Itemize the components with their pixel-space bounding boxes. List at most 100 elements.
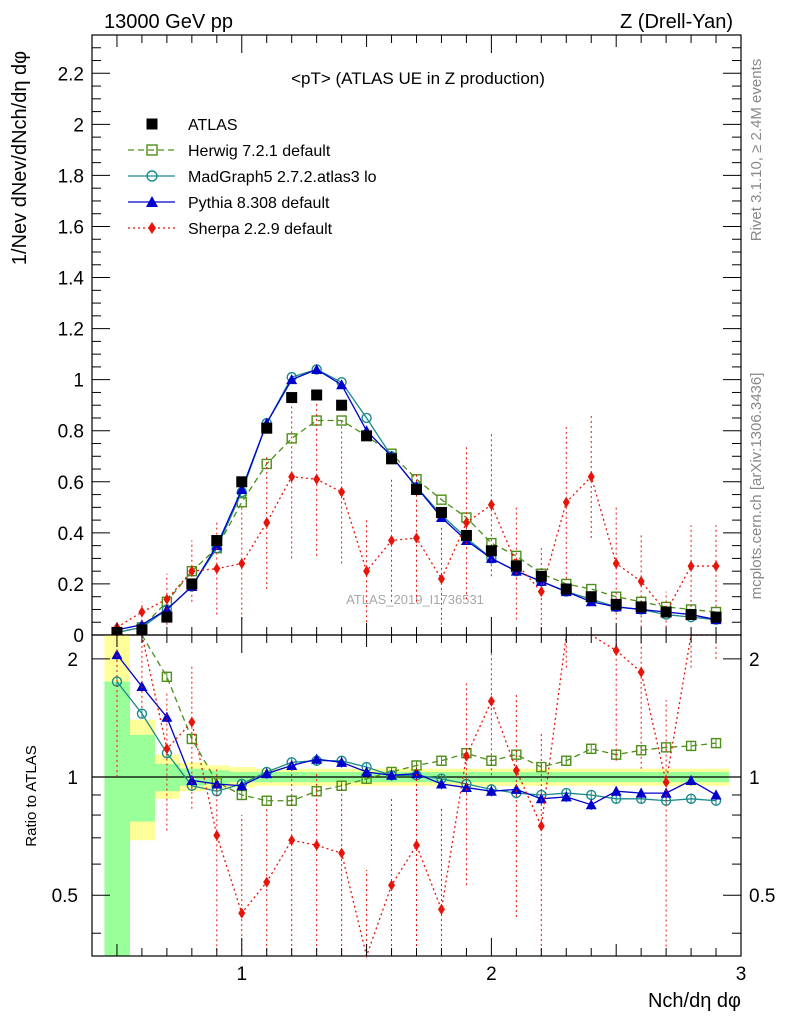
- header-channel-label: Z (Drell-Yan): [620, 11, 733, 33]
- y-tick-label: 0.8: [58, 422, 84, 443]
- data-point: [338, 486, 346, 498]
- data-point: [460, 529, 472, 541]
- data-point: [163, 743, 171, 755]
- data-point: [710, 611, 722, 623]
- data-point: [336, 379, 348, 390]
- data-point: [211, 535, 223, 547]
- data-point: [313, 839, 321, 851]
- data-point: [485, 785, 497, 796]
- data-point: [612, 558, 620, 570]
- data-point: [236, 483, 248, 494]
- ratio-panel: Ratio to ATLAS 0.5 0.5 1 1 2 2 1 2 3 Nch/dη dφ: [23, 634, 775, 1012]
- band-green-bin: [129, 734, 155, 822]
- data-point: [712, 560, 720, 572]
- data-point: [710, 737, 722, 749]
- header-process-label: 13000 GeV pp: [104, 11, 233, 33]
- legend-entry-madgraph5-2-7-2-atlas3-lo: MadGraph5 2.7.2.atlas3 lo: [128, 169, 377, 186]
- data-point: [336, 399, 348, 411]
- data-point: [585, 799, 597, 810]
- data-point: [211, 778, 223, 789]
- main-series-sherpa-2-2-9-default: [113, 395, 720, 635]
- data-point: [436, 755, 447, 766]
- data-point: [361, 430, 373, 442]
- main-panel: <pT> (ATLAS UE in Z production) 1/Nev dN…: [9, 34, 742, 647]
- y-tick-label-right: 0.5: [749, 886, 775, 907]
- data-point: [687, 560, 695, 572]
- data-point: [411, 768, 422, 779]
- data-point: [435, 506, 447, 518]
- legend-marker: [146, 144, 158, 156]
- data-point: [388, 879, 396, 891]
- data-point: [336, 756, 348, 767]
- data-point: [236, 780, 248, 791]
- main-series-atlas: [111, 389, 722, 638]
- data-point: [213, 829, 221, 841]
- main-title: <pT> (ATLAS UE in Z production): [291, 69, 545, 88]
- data-point: [487, 499, 495, 511]
- x-tick-label: 1: [236, 964, 247, 985]
- data-point: [485, 552, 497, 563]
- data-point: [138, 606, 146, 618]
- main-axes: 0 0.2 0.4 0.6 0.8 1 1.2 1.4 1.6 1.8 2 2.2: [58, 34, 742, 647]
- data-point: [386, 453, 398, 465]
- data-point: [637, 666, 645, 678]
- data-point: [311, 389, 323, 401]
- data-point: [637, 575, 645, 587]
- y-tick-label: 1.6: [58, 217, 84, 238]
- data-point: [288, 834, 296, 846]
- data-point: [587, 471, 595, 483]
- ratio-series: [111, 634, 722, 959]
- data-point: [685, 740, 697, 752]
- data-point: [685, 774, 697, 785]
- data-point: [462, 517, 470, 529]
- data-point: [261, 795, 272, 806]
- data-point: [437, 573, 445, 585]
- data-point: [535, 793, 547, 804]
- data-point: [662, 776, 670, 788]
- data-point: [313, 473, 321, 485]
- data-point: [338, 847, 346, 859]
- data-point: [685, 609, 697, 621]
- data-point: [286, 374, 298, 385]
- data-point: [311, 753, 323, 764]
- y-tick-label: 0.2: [58, 575, 84, 596]
- y-tick-label: 2: [67, 650, 78, 671]
- ratio-axes: 0.5 0.5 1 1 2 2 1 2 3: [52, 634, 775, 985]
- data-point: [537, 820, 545, 832]
- data-point: [213, 563, 221, 575]
- data-point: [111, 649, 123, 660]
- data-point: [510, 783, 522, 794]
- data-point: [560, 791, 572, 802]
- data-point: [336, 415, 347, 426]
- data-point: [660, 742, 672, 753]
- y-tick-label: 2.2: [58, 64, 84, 85]
- data-point: [585, 591, 597, 603]
- data-point: [238, 558, 246, 570]
- data-point: [610, 598, 622, 610]
- ratio-series-sherpa-2-2-9-default: [116, 634, 717, 959]
- data-point: [537, 586, 545, 598]
- data-point: [413, 532, 420, 544]
- data-point: [487, 695, 495, 707]
- data-point: [436, 494, 447, 505]
- data-point: [435, 778, 447, 789]
- data-point: [311, 363, 323, 374]
- legend-label: ATLAS: [188, 117, 238, 134]
- legend-entry-herwig-7-2-1-default: Herwig 7.2.1 default: [128, 143, 331, 160]
- data-point: [263, 876, 271, 888]
- data-point: [388, 535, 396, 547]
- y-tick-label: 0.5: [52, 886, 78, 907]
- main-errorbars-and-series: [111, 363, 722, 638]
- data-point: [361, 766, 373, 777]
- rivet-version-label: Rivet 3.1.10, ≥ 2.4M events: [748, 59, 765, 242]
- data-point: [635, 745, 647, 756]
- ratio-y-axis-label: Ratio to ATLAS: [23, 745, 40, 846]
- legend-entry-pythia-8-308-default: Pythia 8.308 default: [128, 195, 330, 212]
- data-point: [510, 560, 522, 572]
- y-tick-label-right: 2: [749, 650, 760, 671]
- legend-label: MadGraph5 2.7.2.atlas3 lo: [188, 169, 377, 186]
- data-point: [411, 483, 422, 495]
- data-point: [161, 711, 173, 722]
- y-tick-label: 1.2: [58, 320, 84, 341]
